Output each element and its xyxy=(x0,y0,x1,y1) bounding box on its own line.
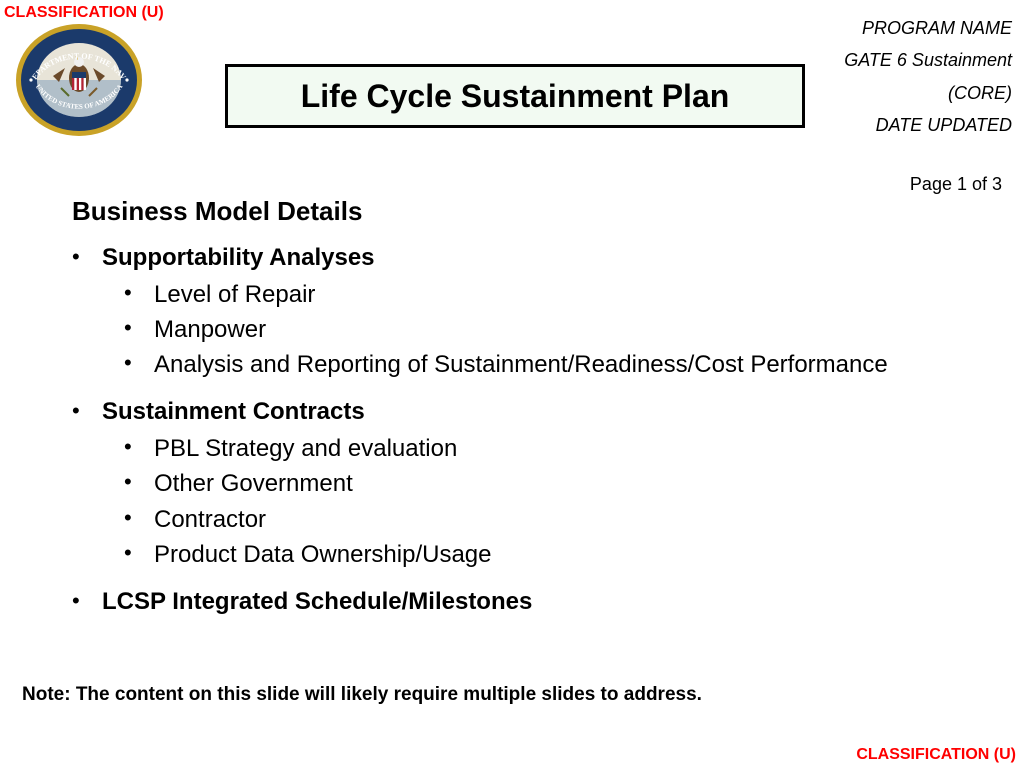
bullet-l1: • Sustainment Contracts xyxy=(72,398,964,427)
bullet-l2-label: Contractor xyxy=(154,504,266,535)
bullet-l2-label: Other Government xyxy=(154,468,353,499)
bullet-l1-label: Supportability Analyses xyxy=(102,244,375,273)
bullet-l1: • LCSP Integrated Schedule/Milestones xyxy=(72,588,964,617)
bullet-l2-label: Level of Repair xyxy=(154,279,315,310)
classification-top-text: CLASSIFICATION (U) xyxy=(4,4,164,21)
bullet-dot-icon: • xyxy=(124,349,154,378)
header-gate: GATE 6 Sustainment xyxy=(844,44,1012,76)
bullet-l1-label: LCSP Integrated Schedule/Milestones xyxy=(102,588,532,617)
bullet-l2: •Manpower xyxy=(124,314,964,345)
bullet-l1: • Supportability Analyses xyxy=(72,244,964,273)
classification-top: CLASSIFICATION (U) xyxy=(4,4,164,22)
bullet-l2-label: Analysis and Reporting of Sustainment/Re… xyxy=(154,349,888,380)
bullet-sublist: •Level of Repair •Manpower •Analysis and… xyxy=(124,279,964,381)
bullet-dot-icon: • xyxy=(124,279,154,308)
bullet-l2: •Level of Repair xyxy=(124,279,964,310)
slide-title: Life Cycle Sustainment Plan xyxy=(301,78,730,115)
navy-seal-icon: DEPARTMENT OF THE NAVY UNITED STATES OF … xyxy=(14,22,144,138)
classification-bottom-text: CLASSIFICATION (U) xyxy=(856,746,1016,763)
bullet-dot-icon: • xyxy=(124,314,154,343)
header-program-name: PROGRAM NAME xyxy=(844,12,1012,44)
bullet-l2: •Analysis and Reporting of Sustainment/R… xyxy=(124,349,964,380)
bullet-l2-label: Manpower xyxy=(154,314,266,345)
header-date: DATE UPDATED xyxy=(844,109,1012,141)
content-bullets: • Supportability Analyses •Level of Repa… xyxy=(72,244,964,617)
classification-bottom: CLASSIFICATION (U) xyxy=(856,746,1016,764)
bullet-l2: •Product Data Ownership/Usage xyxy=(124,539,964,570)
slide: CLASSIFICATION (U) PROGRAM NAME GATE 6 S… xyxy=(0,0,1024,768)
header-meta: PROGRAM NAME GATE 6 Sustainment (CORE) D… xyxy=(844,12,1012,142)
section-title: Business Model Details xyxy=(72,196,362,227)
bullet-l2-label: PBL Strategy and evaluation xyxy=(154,433,457,464)
bullet-dot-icon: • xyxy=(72,588,102,614)
page-indicator: Page 1 of 3 xyxy=(910,174,1002,195)
bullet-dot-icon: • xyxy=(124,468,154,497)
footer-note: Note: The content on this slide will lik… xyxy=(22,684,702,706)
bullet-dot-icon: • xyxy=(72,244,102,270)
bullet-l2: •Contractor xyxy=(124,504,964,535)
bullet-sublist: •PBL Strategy and evaluation •Other Gove… xyxy=(124,433,964,570)
bullet-l1-label: Sustainment Contracts xyxy=(102,398,365,427)
bullet-l2-label: Product Data Ownership/Usage xyxy=(154,539,492,570)
bullet-l2: •PBL Strategy and evaluation xyxy=(124,433,964,464)
title-box: Life Cycle Sustainment Plan xyxy=(225,64,805,128)
bullet-dot-icon: • xyxy=(124,539,154,568)
header-core: (CORE) xyxy=(844,77,1012,109)
bullet-l2: •Other Government xyxy=(124,468,964,499)
bullet-dot-icon: • xyxy=(124,433,154,462)
bullet-dot-icon: • xyxy=(124,504,154,533)
bullet-dot-icon: • xyxy=(72,398,102,424)
